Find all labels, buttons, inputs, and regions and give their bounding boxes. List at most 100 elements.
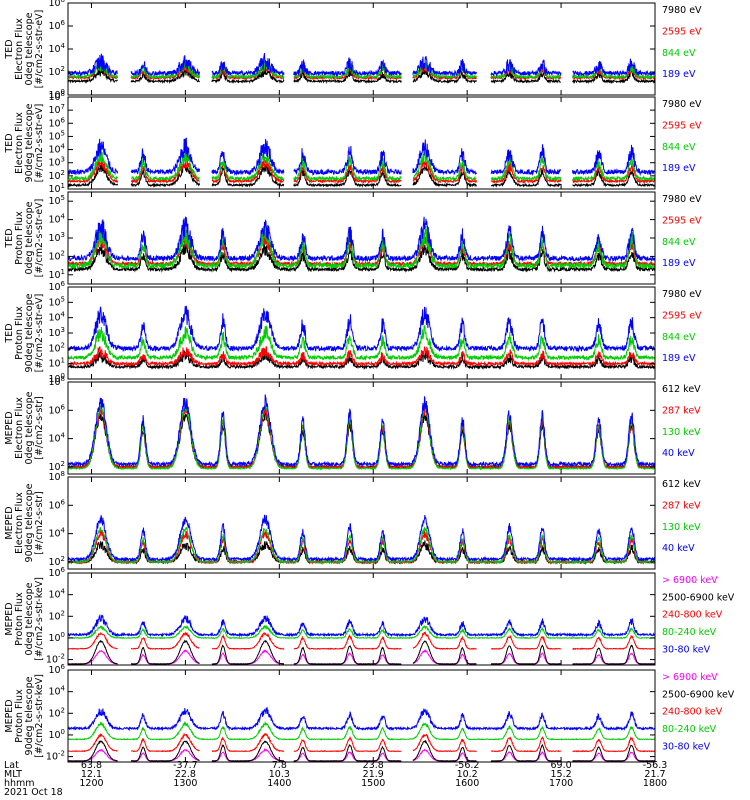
y-tick-label: 104 [48, 143, 65, 156]
panel-frame [67, 476, 656, 570]
y-axis-label-line: Electron Flux [14, 112, 25, 174]
y-tick-exponent: 6 [61, 280, 66, 288]
series-trace-1-4 [67, 53, 656, 78]
legend-entry: 240-800 keV [662, 610, 723, 621]
y-tick-exponent: 2 [61, 341, 65, 349]
legend-entry: 287 keV [662, 405, 701, 416]
y-tick-label: 106 [48, 280, 65, 293]
y-tick-exponent: 8 [61, 0, 65, 4]
legend-entry: 844 eV [662, 237, 696, 248]
legend-entry: 2500-6900 keV [662, 592, 735, 603]
panel-frame [67, 572, 656, 666]
y-tick-exponent: 3 [61, 231, 65, 239]
y-axis-label-line: 90deg telescope [24, 293, 35, 372]
series-trace-2-3 [67, 149, 656, 182]
mlt-value: 21.7 [644, 769, 665, 780]
y-tick-exponent: 3 [61, 326, 65, 334]
y-tick-label: 106 [48, 403, 65, 416]
y-axis-label-line: 0deg telescope [24, 201, 35, 274]
legend-entry: > 6900 keV [662, 672, 718, 683]
series-trace-3-4 [67, 216, 656, 263]
legend-entry: 2595 eV [662, 310, 702, 321]
flux-panel-5: 102 104 106 108 MEPED Electron Flux 0deg teles… [4, 375, 701, 475]
lat-value: 23.8 [363, 760, 384, 771]
y-axis-label-line: MEPED [4, 411, 15, 444]
series-trace-4-3 [67, 325, 656, 362]
series-trace-5-2 [68, 406, 656, 470]
y-tick-exponent: 4 [61, 588, 66, 596]
y-tick-label: 103 [48, 231, 65, 244]
flux-panel-3: 101 102 103 104 105 TED Proton Flux 0deg telesc… [4, 191, 702, 285]
y-axis-label-line: Electron Flux [14, 18, 25, 80]
y-axis-label-line: [#/cm2-s-str-keV] [34, 674, 45, 758]
y-tick-label: 104 [48, 685, 65, 698]
panel-frame [67, 96, 656, 190]
y-tick-exponent: 4 [61, 432, 66, 440]
y-tick-exponent: -2 [58, 653, 65, 661]
y-tick-label: 102 [48, 341, 65, 354]
y-axis-label-line: 0deg telescope [24, 391, 35, 464]
series-trace-3-1 [67, 241, 656, 273]
mlt-value: 12.1 [81, 769, 102, 780]
y-tick-exponent: 1 [61, 182, 65, 190]
y-tick-exponent: 7 [61, 103, 65, 111]
y-axis-label-line: Electron Flux [14, 492, 25, 554]
series-trace-2-1 [67, 164, 656, 188]
x-tick-label: 1600 [455, 778, 479, 789]
y-tick-label: 103 [48, 326, 65, 339]
series-trace-4-2 [67, 345, 656, 367]
lat-value: -56.3 [643, 760, 668, 771]
series-trace-7-4 [67, 624, 655, 640]
y-tick-label: 104 [48, 527, 65, 540]
y-tick-label: 102 [48, 706, 65, 719]
y-axis-label-line: TED [4, 39, 15, 59]
y-tick-label: 108 [48, 470, 65, 483]
y-tick-label: 108 [48, 90, 65, 103]
y-tick-label: 103 [48, 156, 65, 169]
y-tick-label: 101 [48, 357, 65, 370]
y-tick-exponent: 2 [61, 555, 65, 563]
legend-entry: 130 keV [662, 522, 701, 533]
y-tick-exponent: 6 [61, 19, 66, 27]
legend-entry: 189 eV [662, 69, 696, 80]
y-tick-label: 104 [48, 588, 65, 601]
y-axis-label-line: [#/cm2-s-str] [34, 396, 45, 459]
series-trace-4-4 [67, 305, 655, 353]
legend-entry: 189 eV [662, 258, 696, 269]
footer-row-label: hhmm [4, 778, 35, 789]
y-tick-label: 100 [48, 631, 65, 644]
series-trace-7-1 [67, 648, 655, 665]
y-tick-label: 104 [48, 213, 65, 226]
x-tick-label: 1500 [361, 778, 385, 789]
series-trace-8-5 [67, 706, 656, 732]
lat-value: 69.0 [551, 760, 572, 771]
x-tick-label: 1400 [267, 778, 291, 789]
legend-entry: 40 keV [662, 448, 695, 459]
footer-row-label: Lat [4, 760, 19, 771]
legend-entry: 844 eV [662, 332, 696, 343]
y-tick-label: 101 [48, 268, 65, 281]
y-axis-label-line: [#/cm2-s-str-eV] [34, 199, 45, 278]
y-tick-label: 102 [48, 65, 65, 78]
y-tick-label: 108 [48, 375, 65, 388]
y-tick-label: 102 [48, 249, 65, 262]
y-tick-exponent: 5 [61, 295, 65, 303]
legend-entry: 2595 eV [662, 215, 702, 226]
y-tick-exponent: 2 [61, 65, 65, 73]
flux-panel-1: 100 102 104 106 108 TED Electron Flux 0deg tele… [4, 0, 702, 101]
x-tick-label: 1200 [79, 778, 103, 789]
y-tick-exponent: 8 [61, 470, 65, 478]
y-tick-label: 104 [48, 42, 65, 55]
series-trace-7-5 [67, 614, 656, 638]
y-tick-exponent: 4 [61, 685, 66, 693]
mlt-value: 21.9 [363, 769, 384, 780]
y-axis-label-line: 0deg telescope [24, 582, 35, 655]
flux-panel-8: 10-2 100 102 104 106 MEPED Proton Flux 90deg te… [4, 663, 735, 763]
series-trace-6-4 [67, 514, 656, 563]
legend-entry: 7980 eV [662, 194, 702, 205]
lat-value: -37.7 [173, 760, 198, 771]
series-trace-3-3 [67, 225, 656, 270]
